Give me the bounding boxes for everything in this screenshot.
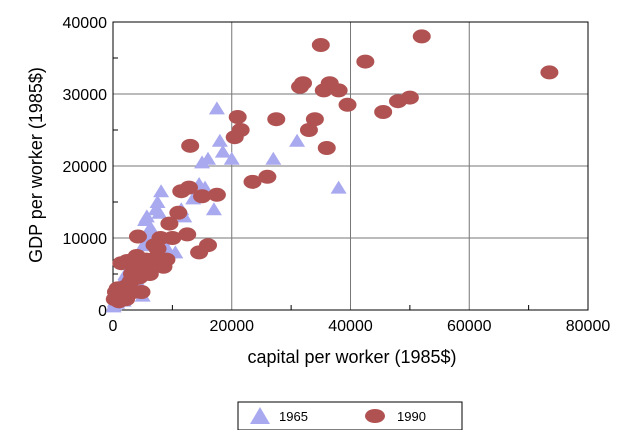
- point-1990: [311, 38, 330, 53]
- point-1990: [199, 238, 217, 253]
- x-tick-label: 20000: [210, 318, 255, 335]
- y-axis-label: GDP per worker (1985$): [26, 67, 46, 263]
- point-1990: [193, 189, 212, 204]
- point-1990: [157, 252, 176, 267]
- legend-1965-marker-icon: [250, 407, 270, 424]
- y-tick-label: 0: [98, 303, 107, 320]
- point-1965: [211, 133, 228, 147]
- x-axis-label: capital per worker (1985$): [247, 347, 456, 367]
- point-1990: [178, 227, 197, 242]
- point-1965: [153, 184, 170, 198]
- point-1965: [330, 180, 347, 194]
- legend-1990-label: 1990: [397, 409, 426, 424]
- point-1990: [299, 123, 318, 137]
- point-1965: [149, 195, 166, 208]
- point-1990: [109, 284, 128, 299]
- point-1990: [540, 65, 559, 80]
- legend: 1965 1990: [237, 401, 463, 430]
- point-1965: [214, 144, 231, 158]
- point-1990: [132, 285, 151, 299]
- x-tick-label: 0: [109, 318, 118, 335]
- point-1990: [294, 76, 312, 91]
- point-1990: [163, 231, 182, 245]
- plot-frame: [112, 21, 589, 311]
- point-1990: [412, 29, 431, 44]
- chart-points: [105, 29, 559, 313]
- point-1965: [151, 205, 168, 219]
- point-1990: [400, 90, 419, 105]
- point-1990: [356, 54, 375, 69]
- point-1965: [289, 133, 306, 147]
- chart-axes: [112, 21, 589, 311]
- x-tick-label: 40000: [328, 318, 373, 335]
- x-tick-label: 80000: [566, 318, 611, 335]
- y-tick-label: 20000: [63, 159, 108, 176]
- point-1990: [317, 141, 336, 155]
- point-1965: [200, 151, 216, 165]
- point-1990: [338, 97, 357, 112]
- point-1990: [140, 267, 159, 281]
- point-1990: [305, 112, 324, 127]
- point-1990: [169, 205, 188, 220]
- point-1965: [265, 151, 282, 165]
- point-1990: [128, 229, 147, 244]
- point-1965: [208, 101, 225, 115]
- point-1990: [148, 241, 167, 256]
- y-tick-label: 10000: [63, 231, 108, 248]
- point-1990: [180, 180, 198, 195]
- y-tick-label: 30000: [63, 87, 108, 104]
- point-1990: [181, 138, 200, 153]
- point-1990: [228, 110, 247, 125]
- y-tick-label: 40000: [63, 15, 108, 32]
- point-1990: [243, 174, 262, 189]
- point-1990: [231, 123, 250, 137]
- point-1990: [160, 216, 179, 231]
- legend-box: [237, 401, 463, 430]
- point-1990: [267, 112, 286, 127]
- point-1990: [258, 169, 277, 184]
- legend-1990-marker-icon: [365, 409, 385, 423]
- point-1965: [223, 151, 240, 165]
- point-1965: [138, 209, 155, 223]
- legend-1965-label: 1965: [279, 409, 308, 424]
- point-1965: [205, 202, 222, 216]
- chart-ticks: 0 20000 40000 60000 80000 0 10000 20000 30000 400…: [63, 15, 611, 335]
- x-tick-label: 60000: [447, 318, 492, 335]
- point-1990: [207, 187, 226, 202]
- point-1990: [329, 83, 348, 98]
- point-1990: [374, 105, 393, 119]
